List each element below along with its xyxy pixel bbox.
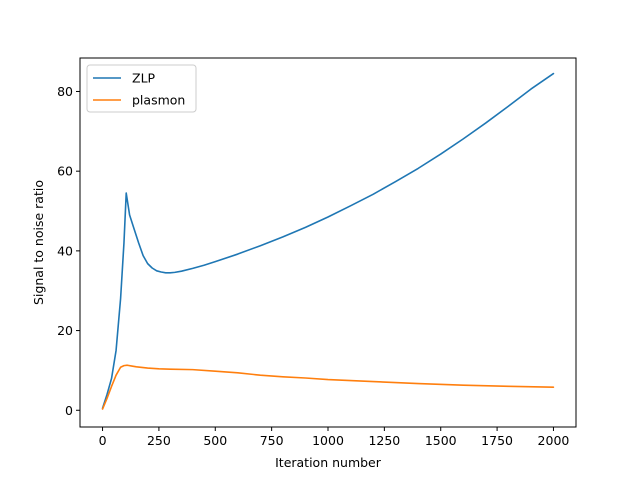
legend-label-plasmon: plasmon xyxy=(132,93,185,108)
series-layer xyxy=(101,72,555,410)
y-tick-label: 40 xyxy=(57,243,73,258)
y-axis: 0 20 40 60 80 xyxy=(57,84,80,418)
x-tick-label: 2000 xyxy=(538,433,570,448)
x-tick-label: 1000 xyxy=(312,433,344,448)
y-tick-label: 20 xyxy=(57,323,73,338)
y-axis-label: Signal to noise ratio xyxy=(31,180,46,305)
legend-label-zlp: ZLP xyxy=(132,71,156,86)
series-line-plasmon xyxy=(101,364,555,410)
x-tick-label: 1250 xyxy=(368,433,400,448)
x-tick-label: 1750 xyxy=(481,433,513,448)
x-axis-label: Iteration number xyxy=(275,455,382,470)
legend: ZLP plasmon xyxy=(86,64,197,113)
y-tick-label: 60 xyxy=(57,164,73,179)
x-tick-label: 0 xyxy=(99,433,107,448)
x-axis: 0 250 500 750 1000 1250 1500 1750 2000 xyxy=(99,427,570,448)
y-tick-label: 0 xyxy=(65,403,73,418)
x-tick-label: 500 xyxy=(203,433,227,448)
x-tick-label: 750 xyxy=(260,433,284,448)
y-tick-label: 80 xyxy=(57,84,73,99)
series-line-zlp xyxy=(101,72,555,410)
x-tick-label: 1500 xyxy=(425,433,457,448)
x-tick-label: 250 xyxy=(147,433,171,448)
